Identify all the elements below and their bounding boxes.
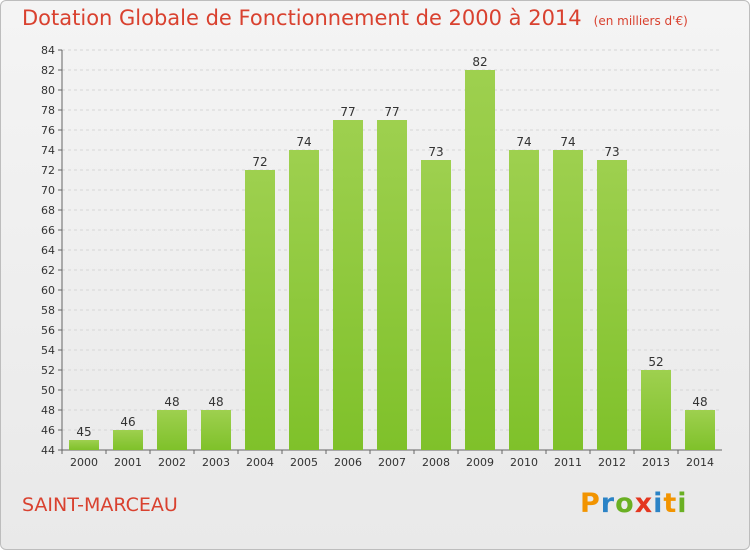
bar-2010 [509, 150, 539, 450]
chart-title-text: Dotation Globale de Fonctionnement de 20… [22, 6, 582, 30]
value-label-2012: 73 [604, 145, 619, 159]
logo-letter: o [615, 488, 635, 519]
bar-2005 [289, 150, 319, 450]
x-tick-label-2001: 2001 [114, 456, 142, 469]
bar-2012 [597, 160, 627, 450]
bar-2003 [201, 410, 231, 450]
value-label-2006: 77 [340, 105, 355, 119]
x-tick-label-2013: 2013 [642, 456, 670, 469]
y-tick-label: 84 [41, 44, 55, 57]
logo-letter: i [653, 488, 664, 519]
chart-unit-note: (en milliers d'€) [593, 14, 688, 28]
y-tick-label: 44 [41, 444, 55, 457]
value-label-2000: 45 [76, 425, 91, 439]
value-label-2008: 73 [428, 145, 443, 159]
bar-2002 [157, 410, 187, 450]
x-tick-label-2006: 2006 [334, 456, 362, 469]
bar-2009 [465, 70, 495, 450]
x-tick-label-2008: 2008 [422, 456, 450, 469]
y-tick-label: 70 [41, 184, 55, 197]
value-label-2002: 48 [164, 395, 179, 409]
value-label-2005: 74 [296, 135, 311, 149]
value-label-2003: 48 [208, 395, 223, 409]
x-tick-label-2010: 2010 [510, 456, 538, 469]
y-tick-label: 64 [41, 244, 55, 257]
bar-2008 [421, 160, 451, 450]
value-label-2010: 74 [516, 135, 531, 149]
bar-2001 [113, 430, 143, 450]
y-tick-label: 50 [41, 384, 55, 397]
logo-letter: i [677, 488, 688, 519]
logo-letter: P [580, 488, 601, 519]
value-label-2009: 82 [472, 55, 487, 69]
y-tick-label: 60 [41, 284, 55, 297]
y-tick-label: 52 [41, 364, 55, 377]
bar-2006 [333, 120, 363, 450]
y-tick-label: 46 [41, 424, 55, 437]
x-tick-label-2005: 2005 [290, 456, 318, 469]
y-tick-label: 78 [41, 104, 55, 117]
x-tick-label-2014: 2014 [686, 456, 714, 469]
proxiti-logo: Proxiti [580, 488, 688, 519]
value-label-2011: 74 [560, 135, 575, 149]
logo-letter: x [634, 488, 654, 519]
bar-2004 [245, 170, 275, 450]
bar-2013 [641, 370, 671, 450]
value-label-2001: 46 [120, 415, 135, 429]
x-tick-label-2012: 2012 [598, 456, 626, 469]
x-tick-label-2007: 2007 [378, 456, 406, 469]
value-label-2004: 72 [252, 155, 267, 169]
y-tick-label: 54 [41, 344, 55, 357]
x-tick-label-2002: 2002 [158, 456, 186, 469]
value-label-2014: 48 [692, 395, 707, 409]
x-tick-label-2009: 2009 [466, 456, 494, 469]
y-tick-label: 48 [41, 404, 55, 417]
bar-2014 [685, 410, 715, 450]
y-tick-label: 82 [41, 64, 55, 77]
y-tick-label: 58 [41, 304, 55, 317]
y-tick-label: 72 [41, 164, 55, 177]
x-tick-label-2000: 2000 [70, 456, 98, 469]
logo-letter: t [663, 488, 678, 519]
y-tick-label: 74 [41, 144, 55, 157]
x-tick-label-2004: 2004 [246, 456, 274, 469]
x-tick-label-2011: 2011 [554, 456, 582, 469]
bar-2011 [553, 150, 583, 450]
logo-letter: r [600, 488, 616, 519]
y-tick-label: 76 [41, 124, 55, 137]
bar-2007 [377, 120, 407, 450]
y-tick-label: 80 [41, 84, 55, 97]
y-tick-label: 62 [41, 264, 55, 277]
value-label-2013: 52 [648, 355, 663, 369]
y-tick-label: 56 [41, 324, 55, 337]
x-tick-label-2003: 2003 [202, 456, 230, 469]
value-label-2007: 77 [384, 105, 399, 119]
bar-2000 [69, 440, 99, 450]
chart-title: Dotation Globale de Fonctionnement de 20… [22, 6, 688, 30]
y-tick-label: 68 [41, 204, 55, 217]
place-name: SAINT-MARCEAU [22, 494, 178, 516]
y-tick-label: 66 [41, 224, 55, 237]
